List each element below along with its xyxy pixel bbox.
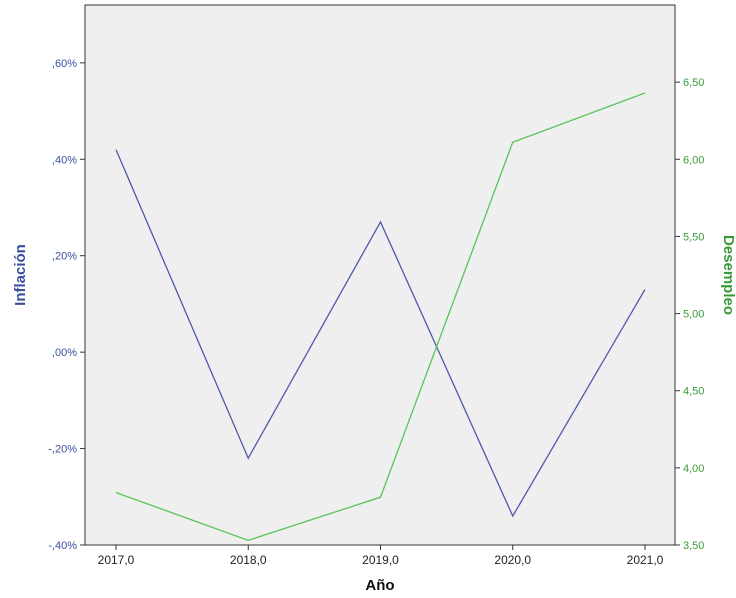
right-y-tick-label: 5,00 — [683, 309, 704, 321]
plot-area — [84, 4, 676, 546]
right-y-tick-label: 5,50 — [683, 231, 704, 243]
right-y-tick-label: 4,50 — [683, 386, 704, 398]
x-tick-label: 2018,0 — [230, 553, 267, 567]
left-y-tick-label: ,40% — [52, 154, 77, 166]
x-axis-title: Año — [365, 577, 394, 594]
right-y-tick-label: 6,50 — [683, 77, 704, 89]
right-y-tick-label: 4,00 — [683, 463, 704, 475]
series-layer — [115, 92, 646, 542]
left-y-tick-label: ,60% — [52, 58, 77, 70]
left-y-axis: -,40% -,20% ,00% ,20% ,40% ,60% — [48, 58, 85, 552]
x-tick-label: 2017,0 — [98, 553, 135, 567]
left-y-tick-label: -,40% — [48, 540, 77, 552]
right-y-tick-label: 6,00 — [683, 154, 704, 166]
left-y-tick-label: ,20% — [52, 251, 77, 263]
left-y-tick-label: ,00% — [52, 347, 77, 359]
x-axis: 2017,0 2018,0 2019,0 2020,0 2021,0 — [98, 545, 664, 567]
x-tick-label: 2021,0 — [627, 553, 664, 567]
right-y-tick-label: 3,50 — [683, 540, 704, 552]
left-y-tick-label: -,20% — [48, 444, 77, 456]
series-line-inflacion — [115, 149, 646, 518]
series-line-desempleo — [115, 92, 646, 542]
x-tick-label: 2019,0 — [362, 553, 399, 567]
y-axis-title-right: Desempleo — [720, 235, 736, 315]
y-axis-title-left: Inflación — [12, 244, 29, 306]
right-y-axis: 3,50 4,00 4,50 5,00 5,50 6,00 6,50 — [675, 77, 704, 552]
x-tick-label: 2020,0 — [494, 553, 531, 567]
